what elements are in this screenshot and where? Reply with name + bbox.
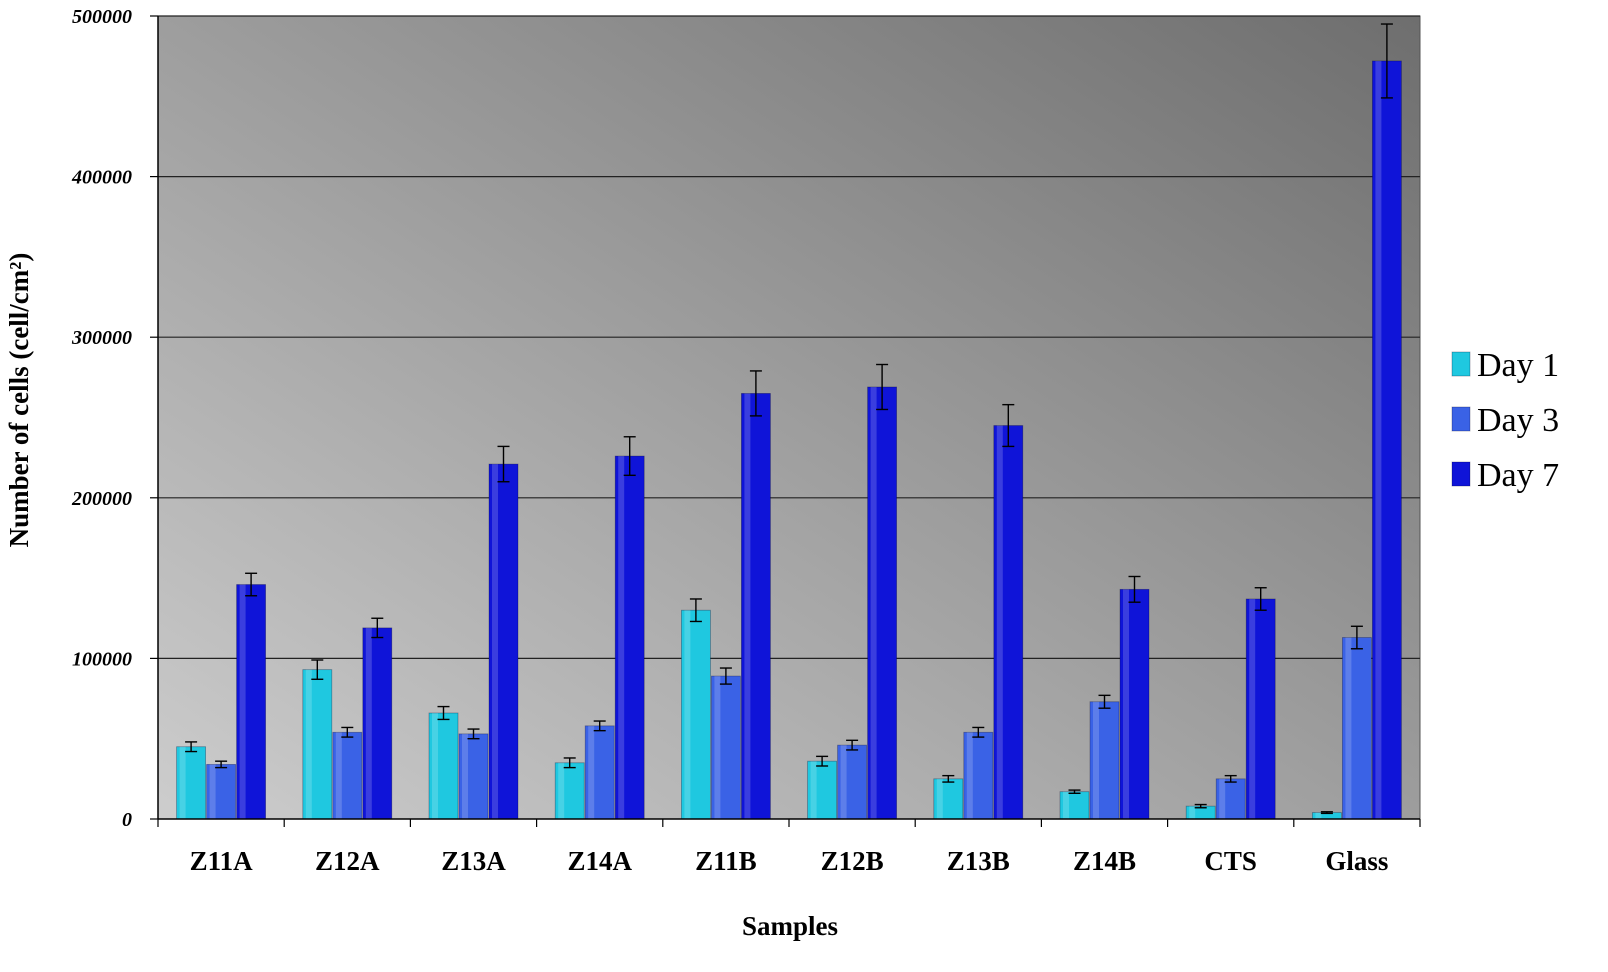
bar-highlight bbox=[492, 464, 498, 819]
bar-highlight bbox=[810, 761, 817, 819]
bar-highlight bbox=[1345, 637, 1352, 819]
x-tick-label: CTS bbox=[1204, 846, 1257, 876]
bar-highlight bbox=[462, 733, 468, 819]
bar-highlight bbox=[365, 627, 372, 819]
bar-z13b-day-7 bbox=[993, 425, 1024, 820]
y-tick-label: 100000 bbox=[72, 648, 132, 670]
bar-highlight bbox=[588, 725, 595, 819]
y-tick-label: 400000 bbox=[71, 167, 132, 189]
bar-highlight bbox=[936, 778, 943, 819]
error-bars bbox=[185, 23, 1393, 815]
x-tick-label: Z11B bbox=[695, 846, 757, 876]
x-tick-labels: Z11A Z12A Z13A Z14A Z11B Z12B Z13B Z14B CTS Glass bbox=[190, 846, 1389, 876]
bar-highlight bbox=[714, 676, 721, 819]
axes bbox=[150, 15, 1421, 827]
y-tick-label: 0 bbox=[122, 809, 132, 831]
legend-swatch bbox=[1451, 351, 1471, 377]
bar-z14b-day-7 bbox=[1119, 588, 1150, 820]
bar-highlight bbox=[1249, 598, 1256, 819]
bar-z12b-day-7 bbox=[867, 386, 897, 820]
x-tick-label: Z14A bbox=[567, 846, 632, 876]
legend: Day 1 Day 3 Day 7 bbox=[1451, 347, 1559, 494]
bar-highlight bbox=[1189, 806, 1196, 819]
bar-z14a-day-1 bbox=[554, 762, 585, 820]
x-tick-label: Z14B bbox=[1073, 846, 1136, 876]
gridlines bbox=[158, 15, 1420, 660]
legend-swatch bbox=[1451, 406, 1471, 432]
bar-z12a-day-7 bbox=[362, 627, 393, 820]
bar-cts-day-3 bbox=[1215, 778, 1246, 820]
bar-highlight bbox=[684, 610, 691, 819]
bar-z13b-day-1 bbox=[933, 778, 964, 820]
y-tick-label: 300000 bbox=[71, 327, 132, 349]
y-tick-label: 500000 bbox=[72, 6, 132, 28]
bar-z11a-day-1 bbox=[176, 746, 207, 820]
y-tick-labels: 0 100000 200000 300000 400000 500000 bbox=[71, 6, 132, 831]
bar-highlight bbox=[558, 762, 565, 819]
bar-z14b-day-1 bbox=[1059, 791, 1090, 820]
bar-z12a-day-3 bbox=[332, 731, 363, 820]
bar-highlight bbox=[870, 386, 877, 819]
bar-highlight bbox=[179, 746, 186, 819]
bar-highlight bbox=[744, 393, 751, 819]
y-axis-title: Number of cells (cell/cm²) bbox=[4, 253, 34, 548]
bar-highlight bbox=[996, 425, 1003, 819]
bar-highlight bbox=[239, 584, 246, 819]
bar-z11b-day-3 bbox=[711, 675, 741, 820]
bar-highlight bbox=[335, 732, 342, 819]
bar-z13a-day-3 bbox=[458, 733, 489, 820]
bar-highlight bbox=[305, 669, 312, 819]
bar-glass-day-3 bbox=[1342, 637, 1372, 820]
x-tick-label: Glass bbox=[1325, 846, 1388, 876]
bar-highlight bbox=[840, 745, 847, 819]
x-axis-title: Samples bbox=[742, 911, 838, 941]
bar-highlight bbox=[1063, 791, 1069, 819]
bar-z11a-day-7 bbox=[236, 584, 267, 820]
x-tick-label: Z13B bbox=[947, 846, 1010, 876]
legend-label: Day 1 bbox=[1477, 347, 1559, 384]
bar-highlight bbox=[1123, 589, 1129, 819]
bar-z12b-day-1 bbox=[807, 760, 837, 820]
x-tick-label: Z13A bbox=[441, 846, 506, 876]
x-tick-label: Z12A bbox=[315, 846, 380, 876]
bar-highlight bbox=[1093, 701, 1099, 819]
bar-highlight bbox=[209, 764, 216, 819]
legend-label: Day 3 bbox=[1477, 402, 1559, 439]
y-tick-label: 200000 bbox=[71, 488, 132, 510]
legend-label: Day 7 bbox=[1477, 457, 1559, 494]
bar-highlight bbox=[1219, 778, 1226, 819]
bar-highlight bbox=[618, 456, 625, 819]
bar-z13a-day-1 bbox=[428, 712, 459, 820]
legend-swatch bbox=[1451, 461, 1471, 487]
bar-highlight bbox=[1315, 812, 1322, 819]
bar-highlight bbox=[432, 713, 438, 819]
bar-highlight bbox=[1375, 60, 1382, 819]
bar-z13a-day-7 bbox=[488, 463, 519, 820]
plot-area bbox=[157, 15, 1421, 820]
bar-z14a-day-3 bbox=[584, 725, 615, 820]
bar-highlight bbox=[966, 732, 973, 819]
bars bbox=[176, 60, 1402, 820]
bar-z13b-day-3 bbox=[963, 731, 994, 820]
x-tick-label: Z12B bbox=[821, 846, 884, 876]
x-tick-label: Z11A bbox=[190, 846, 254, 876]
